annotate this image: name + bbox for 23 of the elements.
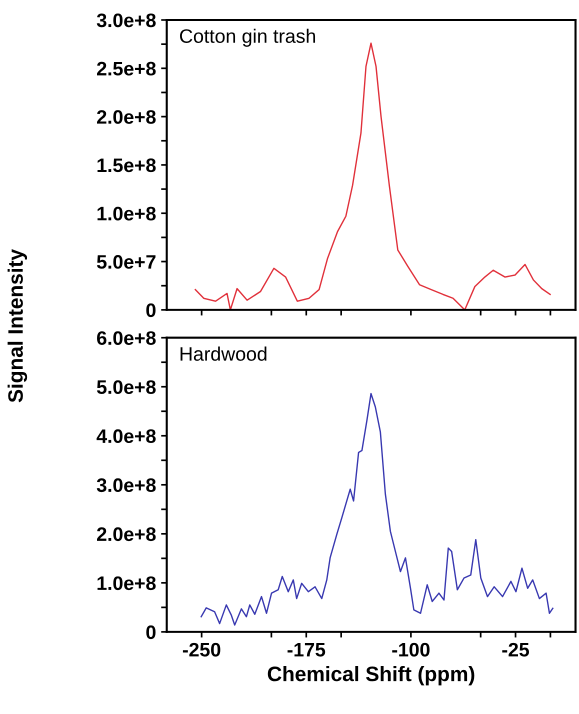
annotation: Hardwood bbox=[180, 346, 266, 361]
annotation: Cotton gin trash bbox=[180, 28, 316, 47]
y-tick-label: 2.0e+8 bbox=[97, 110, 156, 124]
y-axis-title: Signal Intensity bbox=[8, 249, 28, 402]
y-tick-label: 0 bbox=[146, 303, 156, 318]
x-tick-label: -100 bbox=[392, 642, 430, 657]
y-tick-label: 5.0e+8 bbox=[96, 380, 156, 394]
y-tick-label: 3.0e+8 bbox=[96, 478, 156, 492]
x-tick-label: -250 bbox=[182, 642, 220, 657]
y-tick-label: 1.0e+8 bbox=[98, 576, 156, 590]
x-axis-title: Chemical Shift (ppm) bbox=[268, 666, 474, 686]
y-tick-label: 5.0e+7 bbox=[96, 255, 156, 269]
x-tick-label: -25 bbox=[502, 642, 530, 657]
y-tick-label: 0 bbox=[146, 625, 156, 640]
y-tick-label: 1.0e+8 bbox=[98, 206, 156, 220]
y-tick-label: 1.5e+8 bbox=[98, 158, 156, 172]
y-tick-label: 3.0e+8 bbox=[96, 13, 156, 28]
y-tick-label: 2.0e+8 bbox=[97, 527, 156, 542]
line-series bbox=[200, 392, 554, 626]
y-tick-label: 6.0e+8 bbox=[97, 331, 156, 345]
y-tick-label: 2.5e+8 bbox=[97, 62, 156, 76]
y-tick-label: 4.0e+8 bbox=[96, 429, 156, 444]
x-tick-label: -175 bbox=[288, 643, 326, 657]
